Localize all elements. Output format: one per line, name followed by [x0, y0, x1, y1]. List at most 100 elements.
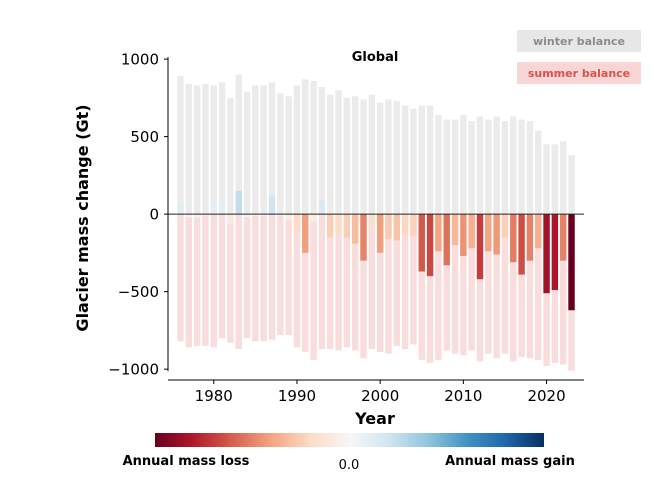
winter-bar: [210, 85, 217, 215]
summer-bar: [426, 214, 434, 363]
y-ticks: 1000 500 0 −500 −1000: [108, 51, 168, 379]
summer-bar: [476, 214, 484, 362]
annual-bar: [277, 214, 284, 216]
annual-bar: [468, 214, 475, 249]
winter-bar: [401, 105, 409, 215]
summer-bar: [318, 214, 326, 349]
annual-bar: [418, 214, 425, 272]
summer-bar: [268, 214, 276, 340]
summer-bar: [510, 214, 517, 362]
winter-bar: [227, 97, 234, 215]
summer-bar: [393, 214, 400, 346]
annual-bar: [476, 214, 484, 280]
winter-bar: [501, 121, 509, 215]
summer-bar: [410, 214, 417, 345]
annual-bar: [376, 214, 384, 253]
annual-bar: [435, 214, 442, 252]
y-tick-label: −500: [118, 283, 159, 301]
colorbar-loss-label: Annual mass loss: [123, 454, 250, 469]
winter-bar: [318, 87, 326, 215]
summer-bar: [293, 214, 301, 348]
annual-bar: [193, 214, 201, 218]
winter-bar: [385, 99, 392, 215]
summer-bar: [485, 214, 492, 354]
summer-bar: [518, 214, 525, 357]
winter-bar: [193, 85, 201, 215]
winter-bar: [285, 96, 292, 215]
winter-bar: [293, 85, 301, 215]
winter-bar: [343, 97, 351, 215]
annual-bar: [177, 203, 184, 215]
summer-bar: [535, 214, 542, 360]
annual-bar: [493, 214, 500, 255]
x-tick-label: 1990: [278, 387, 316, 405]
annual-bar: [227, 214, 234, 224]
annual-bar: [235, 190, 242, 215]
annual-bar: [302, 214, 309, 253]
winter-bar: [277, 93, 284, 215]
summer-bar: [401, 214, 409, 349]
winter-bar: [302, 79, 309, 215]
summer-bar: [451, 214, 459, 354]
winter-bar: [368, 94, 376, 215]
winter-bar: [460, 114, 467, 215]
y-tick-label: 0: [149, 206, 159, 224]
winter-bar: [493, 116, 500, 215]
legend-summer-label: summer balance: [528, 67, 630, 80]
annual-bar: [318, 200, 326, 215]
annual-bar: [401, 214, 409, 235]
annual-bar: [218, 204, 226, 215]
annual-bar: [443, 214, 450, 266]
annual-bar: [568, 214, 575, 311]
summer-bar: [352, 214, 359, 351]
winter-bar: [451, 119, 459, 215]
winter-bar: [435, 114, 442, 215]
annual-bar: [560, 214, 567, 261]
bars-layer: [177, 74, 575, 371]
y-tick-label: −1000: [108, 361, 159, 379]
winter-bar: [568, 155, 575, 215]
x-tick-label: 2000: [361, 387, 399, 405]
annual-bar: [243, 214, 251, 218]
annual-bar: [510, 214, 517, 263]
winter-bar: [235, 74, 242, 215]
winter-bar: [252, 85, 259, 215]
winter-bar: [443, 119, 450, 215]
colorbar-gradient: [155, 433, 544, 447]
annual-bar: [360, 214, 367, 261]
annual-bar: [410, 214, 417, 236]
annual-bar: [543, 214, 550, 294]
winter-bar: [410, 108, 417, 215]
summer-bar: [343, 214, 351, 348]
annual-bar: [535, 214, 542, 249]
summer-bar: [260, 214, 267, 342]
summer-bar: [252, 214, 259, 342]
summer-bar: [468, 214, 475, 351]
summer-bar: [227, 214, 234, 343]
y-tick-label: 500: [130, 128, 159, 146]
annual-bar: [393, 214, 400, 241]
winter-bar: [360, 99, 367, 215]
summer-bar: [418, 214, 425, 360]
legend-winter-label: winter balance: [533, 35, 625, 48]
summer-bar: [310, 214, 317, 360]
legend-summer-swatch: [517, 62, 641, 84]
winter-bar: [218, 82, 226, 215]
x-tick-label: 2020: [527, 387, 565, 405]
winter-bar: [418, 105, 425, 215]
winter-bar: [327, 94, 334, 215]
summer-bar: [277, 214, 284, 336]
summer-bar: [493, 214, 500, 359]
x-axis-label: Year: [354, 409, 395, 428]
summer-bar: [202, 214, 209, 346]
winter-bar: [543, 144, 550, 215]
winter-bar: [335, 90, 342, 215]
winter-bar: [202, 83, 209, 215]
summer-bar: [210, 214, 217, 348]
summer-bar: [460, 214, 467, 356]
summer-bar: [302, 214, 309, 353]
summer-bar: [235, 214, 242, 349]
winter-bar: [510, 116, 517, 215]
annual-bar: [268, 195, 276, 215]
winter-bar: [352, 96, 359, 215]
